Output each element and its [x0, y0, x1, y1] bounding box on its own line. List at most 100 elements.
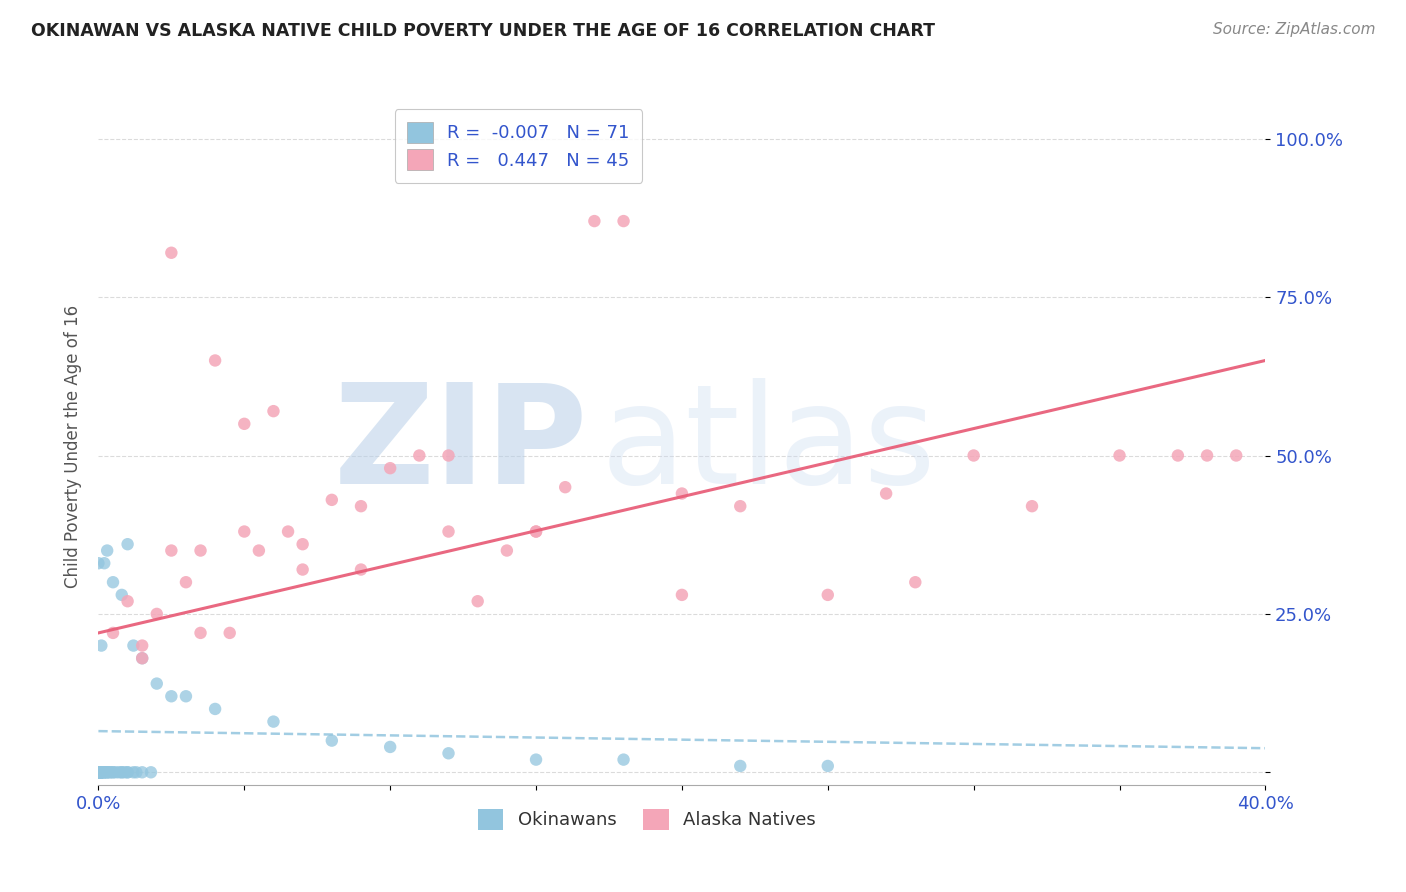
- Point: [101, 765, 124, 780]
- Point: [160, 245, 183, 260]
- Point: [87, 765, 110, 780]
- Point: [380, 739, 402, 754]
- Point: [101, 575, 124, 590]
- Point: [87, 765, 110, 780]
- Point: [467, 594, 489, 608]
- Point: [98, 765, 121, 780]
- Point: [96, 543, 118, 558]
- Point: [90, 765, 112, 780]
- Point: [962, 449, 984, 463]
- Point: [247, 543, 270, 558]
- Point: [93, 556, 115, 570]
- Point: [87, 765, 110, 780]
- Point: [1195, 449, 1218, 463]
- Point: [117, 594, 139, 608]
- Point: [90, 765, 112, 780]
- Point: [87, 765, 110, 780]
- Point: [87, 765, 110, 780]
- Point: [111, 765, 134, 780]
- Point: [104, 765, 127, 780]
- Point: [87, 765, 110, 780]
- Point: [233, 417, 256, 431]
- Text: ZIP: ZIP: [335, 378, 589, 514]
- Point: [101, 765, 124, 780]
- Point: [262, 404, 284, 418]
- Point: [160, 690, 183, 704]
- Point: [93, 765, 115, 780]
- Point: [174, 575, 197, 590]
- Point: [160, 543, 183, 558]
- Point: [90, 765, 112, 780]
- Point: [90, 765, 112, 780]
- Point: [204, 353, 226, 368]
- Point: [122, 639, 145, 653]
- Point: [524, 753, 547, 767]
- Point: [321, 733, 343, 747]
- Point: [190, 543, 212, 558]
- Point: [262, 714, 284, 729]
- Point: [93, 765, 115, 780]
- Point: [146, 676, 169, 690]
- Text: atlas: atlas: [600, 378, 936, 514]
- Point: [817, 588, 839, 602]
- Point: [96, 765, 118, 780]
- Y-axis label: Child Poverty Under the Age of 16: Child Poverty Under the Age of 16: [63, 304, 82, 588]
- Point: [1108, 449, 1130, 463]
- Point: [87, 765, 110, 780]
- Point: [437, 746, 460, 760]
- Point: [190, 626, 212, 640]
- Point: [87, 765, 110, 780]
- Point: [496, 543, 519, 558]
- Point: [277, 524, 299, 539]
- Point: [125, 765, 148, 780]
- Point: [90, 765, 112, 780]
- Point: [87, 765, 110, 780]
- Point: [93, 765, 115, 780]
- Point: [96, 765, 118, 780]
- Point: [612, 753, 634, 767]
- Point: [1225, 449, 1247, 463]
- Point: [204, 702, 226, 716]
- Point: [730, 499, 752, 513]
- Point: [408, 449, 430, 463]
- Point: [1167, 449, 1189, 463]
- Point: [875, 486, 897, 500]
- Point: [87, 765, 110, 780]
- Point: [524, 524, 547, 539]
- Point: [380, 461, 402, 475]
- Point: [612, 214, 634, 228]
- Point: [554, 480, 576, 494]
- Point: [350, 563, 373, 577]
- Point: [233, 524, 256, 539]
- Point: [93, 765, 115, 780]
- Point: [131, 651, 153, 665]
- Point: [1021, 499, 1043, 513]
- Point: [87, 765, 110, 780]
- Point: [90, 765, 112, 780]
- Point: [117, 765, 139, 780]
- Point: [87, 765, 110, 780]
- Point: [87, 765, 110, 780]
- Point: [139, 765, 162, 780]
- Point: [98, 765, 121, 780]
- Point: [87, 765, 110, 780]
- Point: [111, 765, 134, 780]
- Point: [218, 626, 240, 640]
- Point: [146, 607, 169, 621]
- Point: [131, 765, 153, 780]
- Point: [108, 765, 131, 780]
- Point: [87, 765, 110, 780]
- Point: [904, 575, 927, 590]
- Point: [131, 651, 153, 665]
- Point: [96, 765, 118, 780]
- Point: [524, 524, 547, 539]
- Point: [117, 765, 139, 780]
- Point: [174, 690, 197, 704]
- Point: [122, 765, 145, 780]
- Point: [437, 524, 460, 539]
- Point: [114, 765, 136, 780]
- Point: [350, 499, 373, 513]
- Point: [817, 759, 839, 773]
- Point: [87, 765, 110, 780]
- Point: [730, 759, 752, 773]
